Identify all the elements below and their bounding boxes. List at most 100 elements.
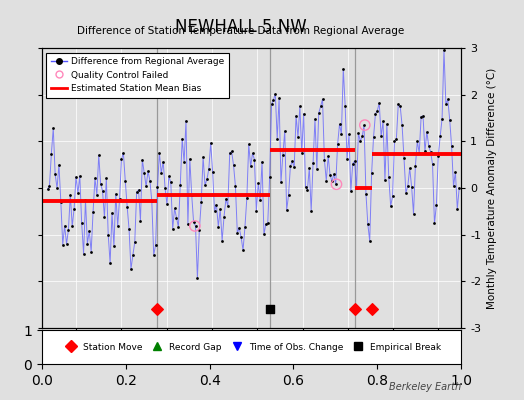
Point [206,140,215,146]
Point [307,208,315,214]
Point [428,161,436,168]
Point [81,197,90,203]
Point [362,190,370,197]
Point [218,238,226,244]
Point [148,198,156,204]
Point [100,214,108,220]
Point [199,154,208,160]
Point [96,180,105,187]
Point [261,221,270,227]
Point [442,101,450,108]
Point [388,193,397,200]
Point [383,121,391,127]
Point [351,158,359,164]
Point [68,223,77,230]
Point [121,178,129,184]
Point [94,152,103,158]
Point [449,183,457,190]
Point [339,66,347,72]
Point [214,223,223,230]
Point [239,247,247,253]
Point [415,150,423,156]
Point [314,110,323,116]
Point [66,192,74,198]
Point [320,157,329,163]
Point [49,125,58,131]
Point [455,184,463,191]
Point [182,118,190,124]
Point [193,275,202,281]
Point [89,209,97,215]
Point [271,91,279,97]
Point [188,192,196,198]
Point [396,103,405,109]
Point [140,170,148,176]
Point [424,143,433,150]
Point [264,220,272,226]
Point [402,190,410,196]
Point [220,214,228,220]
Point [165,173,173,180]
Point [354,130,363,136]
Point [280,128,289,134]
Point [93,192,101,198]
Point [390,138,399,144]
Point [146,178,154,184]
Point [133,189,141,196]
Point [432,202,441,209]
Point [316,103,325,110]
Point [296,103,304,110]
Point [83,240,92,247]
Point [60,222,69,229]
Point [197,199,205,205]
Point [332,181,340,188]
Point [216,206,224,212]
Point [406,165,414,172]
Point [377,133,385,139]
Point [347,188,355,194]
Point [285,192,293,198]
Point [184,221,192,228]
Point [136,218,145,224]
Point [112,190,120,197]
Point [51,171,59,178]
Point [210,208,219,214]
Point [436,133,444,140]
Point [343,156,351,162]
Point [413,138,421,145]
Point [313,165,321,172]
Point [62,241,71,247]
Point [87,248,95,255]
Point [398,122,406,128]
Legend: Difference from Regional Average, Quality Control Failed, Estimated Station Mean: Difference from Regional Average, Qualit… [47,52,228,98]
Point [453,206,462,212]
Point [134,187,143,193]
Point [154,306,162,312]
Point [364,221,372,228]
Point [127,266,135,272]
Point [64,227,73,233]
Point [59,242,67,248]
Point [309,160,317,166]
Point [114,223,122,229]
Point [110,243,118,249]
Point [203,176,211,183]
Point [185,156,194,162]
Point [451,169,460,175]
Point [74,190,82,196]
Point [367,170,376,177]
Point [369,134,378,140]
Point [144,168,152,174]
Point [159,158,167,165]
Point [366,238,374,244]
Point [358,133,366,140]
Point [294,134,302,140]
Point [170,205,179,212]
Point [123,203,132,210]
Point [189,219,198,226]
Point [335,121,344,128]
Point [195,227,203,234]
Point [260,231,268,238]
Point [258,158,266,165]
Point [53,185,61,191]
